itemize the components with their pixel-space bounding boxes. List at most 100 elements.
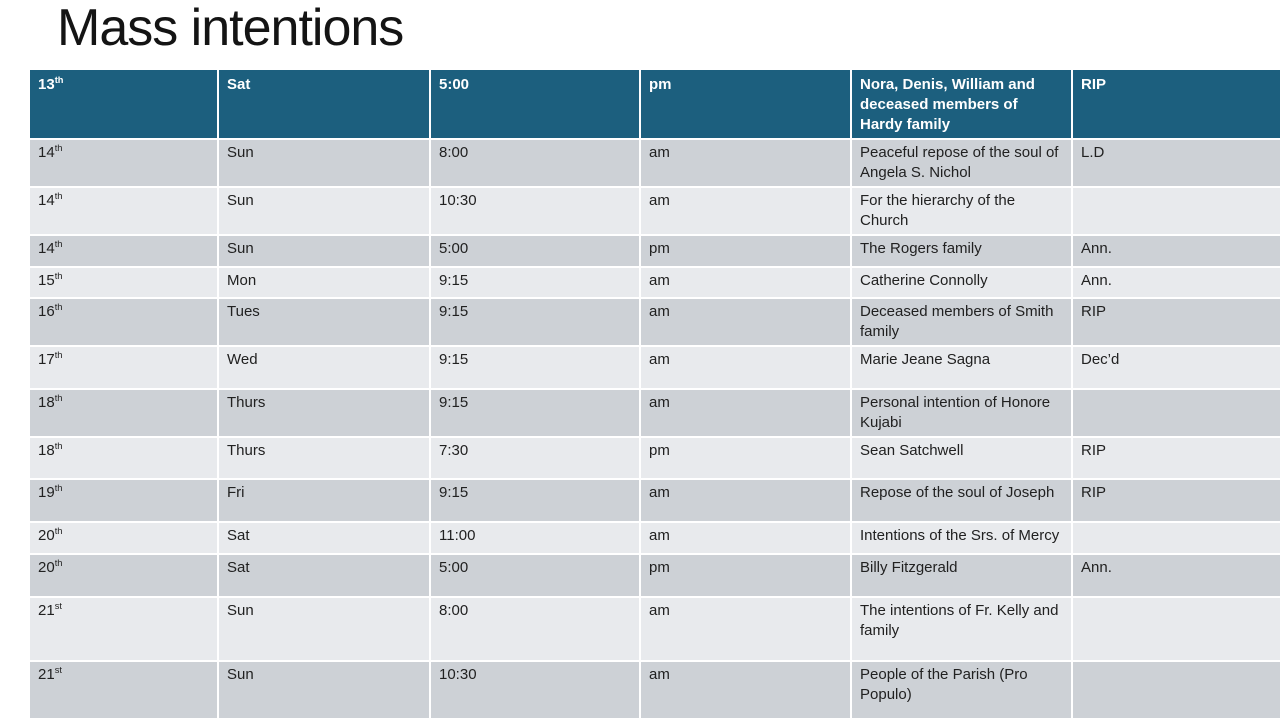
header-cell-intention: Nora, Denis, William and deceased member… [851,70,1073,140]
cell-date: 18th [30,437,219,480]
cell-day: Tues [218,298,431,347]
date-ordinal: st [54,665,62,675]
cell-time: 8:00 [430,597,641,662]
cell-status: Ann. [1072,554,1280,598]
cell-intention: Personal intention of Honore Kujabi [851,389,1073,438]
cell-time: 9:15 [430,298,641,347]
cell-meridiem: am [640,298,852,347]
cell-day: Sun [218,139,431,188]
table-row: 15th Mon 9:15 am Catherine Connolly Ann. [30,267,1280,299]
cell-status: L.D [1072,139,1280,188]
cell-intention: Catherine Connolly [851,267,1073,299]
cell-meridiem: am [640,139,852,188]
cell-day: Thurs [218,389,431,438]
cell-day: Thurs [218,437,431,480]
table-row: 21st Sun 10:30 am People of the Parish (… [30,661,1280,720]
date-ordinal: th [54,239,63,249]
cell-intention: Sean Satchwell [851,437,1073,480]
cell-intention: Repose of the soul of Joseph [851,479,1073,523]
cell-status: RIP [1072,437,1280,480]
table-row: 14th Sun 10:30 am For the hierarchy of t… [30,187,1280,236]
header-cell-day: Sat [218,70,431,140]
cell-day: Sun [218,235,431,268]
date-ordinal: th [54,191,63,201]
date-ordinal: th [54,350,63,360]
cell-time: 5:00 [430,235,641,268]
date-ordinal: th [54,558,63,568]
cell-day: Mon [218,267,431,299]
cell-date: 20th [30,554,219,598]
date-ordinal: st [54,601,62,611]
cell-time: 8:00 [430,139,641,188]
header-cell-meridiem: pm [640,70,852,140]
cell-day: Sun [218,187,431,236]
cell-time: 9:15 [430,479,641,523]
cell-meridiem: am [640,187,852,236]
page-title: Mass intentions [57,0,404,57]
cell-meridiem: am [640,661,852,720]
table-row: 16th Tues 9:15 am Deceased members of Sm… [30,298,1280,347]
cell-date: 20th [30,522,219,555]
table-row: 21st Sun 8:00 am The intentions of Fr. K… [30,597,1280,662]
date-ordinal: th [54,302,63,312]
cell-time: 9:15 [430,346,641,390]
cell-intention: Billy Fitzgerald [851,554,1073,598]
cell-status: Ann. [1072,267,1280,299]
header-cell-date: 13th [30,70,219,140]
table-row: 18th Thurs 9:15 am Personal intention of… [30,389,1280,438]
cell-date: 14th [30,187,219,236]
cell-date: 18th [30,389,219,438]
cell-meridiem: pm [640,554,852,598]
table-row: 14th Sun 5:00 pm The Rogers family Ann. [30,235,1280,268]
cell-day: Sun [218,661,431,720]
cell-status [1072,522,1280,555]
cell-meridiem: am [640,597,852,662]
cell-meridiem: am [640,479,852,523]
cell-day: Sun [218,597,431,662]
cell-status: Ann. [1072,235,1280,268]
cell-meridiem: am [640,522,852,555]
table-row: 19th Fri 9:15 am Repose of the soul of J… [30,479,1280,523]
cell-status [1072,597,1280,662]
cell-status: RIP [1072,298,1280,347]
date-ordinal: th [54,393,63,403]
cell-date: 19th [30,479,219,523]
date-ordinal: th [54,483,63,493]
date-ordinal: th [54,75,64,85]
cell-status: Dec’d [1072,346,1280,390]
table-row: 17th Wed 9:15 am Marie Jeane Sagna Dec’d [30,346,1280,390]
cell-date: 17th [30,346,219,390]
cell-time: 10:30 [430,661,641,720]
table-row: 20th Sat 11:00 am Intentions of the Srs.… [30,522,1280,555]
cell-time: 5:00 [430,554,641,598]
cell-date: 21st [30,661,219,720]
cell-day: Wed [218,346,431,390]
cell-intention: The Rogers family [851,235,1073,268]
date-ordinal: th [54,441,63,451]
cell-intention: The intentions of Fr. Kelly and family [851,597,1073,662]
cell-intention: Intentions of the Srs. of Mercy [851,522,1073,555]
cell-status [1072,661,1280,720]
table-body: 14th Sun 8:00 am Peaceful repose of the … [30,139,1280,720]
table-row: 20th Sat 5:00 pm Billy Fitzgerald Ann. [30,554,1280,598]
cell-time: 10:30 [430,187,641,236]
cell-time: 7:30 [430,437,641,480]
cell-day: Sat [218,522,431,555]
cell-intention: People of the Parish (Pro Populo) [851,661,1073,720]
cell-time: 9:15 [430,267,641,299]
date-ordinal: th [54,143,63,153]
cell-date: 21st [30,597,219,662]
cell-status [1072,389,1280,438]
table-row: 14th Sun 8:00 am Peaceful repose of the … [30,139,1280,188]
cell-meridiem: pm [640,235,852,268]
cell-date: 14th [30,139,219,188]
cell-status: RIP [1072,479,1280,523]
cell-intention: For the hierarchy of the Church [851,187,1073,236]
cell-intention: Deceased members of Smith family [851,298,1073,347]
date-ordinal: th [54,526,63,536]
table-row: 18th Thurs 7:30 pm Sean Satchwell RIP [30,437,1280,480]
cell-meridiem: am [640,389,852,438]
cell-meridiem: pm [640,437,852,480]
cell-meridiem: am [640,267,852,299]
